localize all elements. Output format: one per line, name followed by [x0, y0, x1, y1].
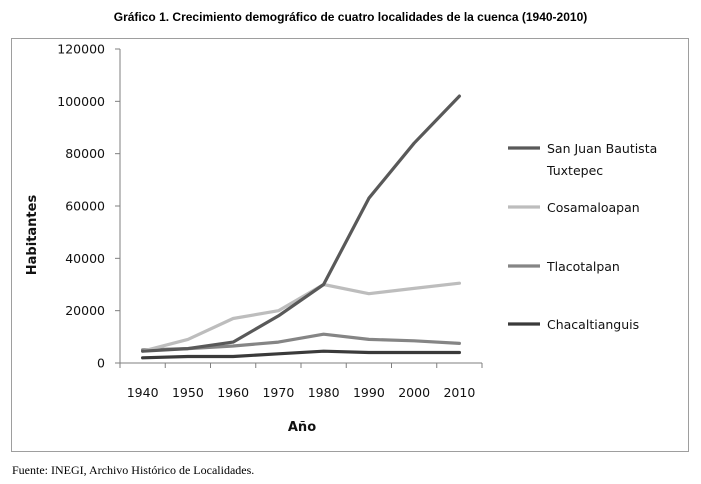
y-tick-label: 100000 — [57, 94, 105, 109]
x-tick-label: 1960 — [217, 385, 249, 400]
legend-label: Cosamaloapan — [547, 200, 640, 215]
chart-title: Gráfico 1. Crecimiento demográfico de cu… — [113, 10, 588, 24]
x-tick-label: 1970 — [262, 385, 294, 400]
y-tick-label: 120000 — [57, 42, 105, 57]
x-tick-label: 1990 — [353, 385, 385, 400]
chart-frame — [11, 38, 689, 452]
x-tick-label: 2010 — [443, 385, 475, 400]
x-tick-label: 2000 — [398, 385, 430, 400]
legend-label: Tlacotalpan — [546, 259, 620, 274]
y-tick-label: 40000 — [65, 251, 105, 266]
series-line — [141, 281, 461, 353]
y-tick-label: 80000 — [65, 146, 105, 161]
series-line — [141, 349, 461, 360]
y-tick-label: 60000 — [65, 199, 105, 214]
legend-label: Tuxtepec — [546, 163, 603, 178]
x-tick-label: 1980 — [308, 385, 340, 400]
y-axis-title: Habitantes — [25, 195, 40, 276]
series-line — [141, 94, 461, 353]
source-note: Fuente: INEGI, Archivo Histórico de Loca… — [12, 463, 255, 477]
legend-label: Chacaltianguis — [547, 317, 639, 332]
y-tick-label: 20000 — [65, 303, 105, 318]
x-tick-label: 1950 — [172, 385, 204, 400]
y-tick-label: 0 — [97, 356, 105, 371]
legend-label: San Juan Bautista — [547, 141, 657, 156]
x-tick-label: 1940 — [127, 385, 159, 400]
x-axis-title: Año — [288, 420, 316, 435]
